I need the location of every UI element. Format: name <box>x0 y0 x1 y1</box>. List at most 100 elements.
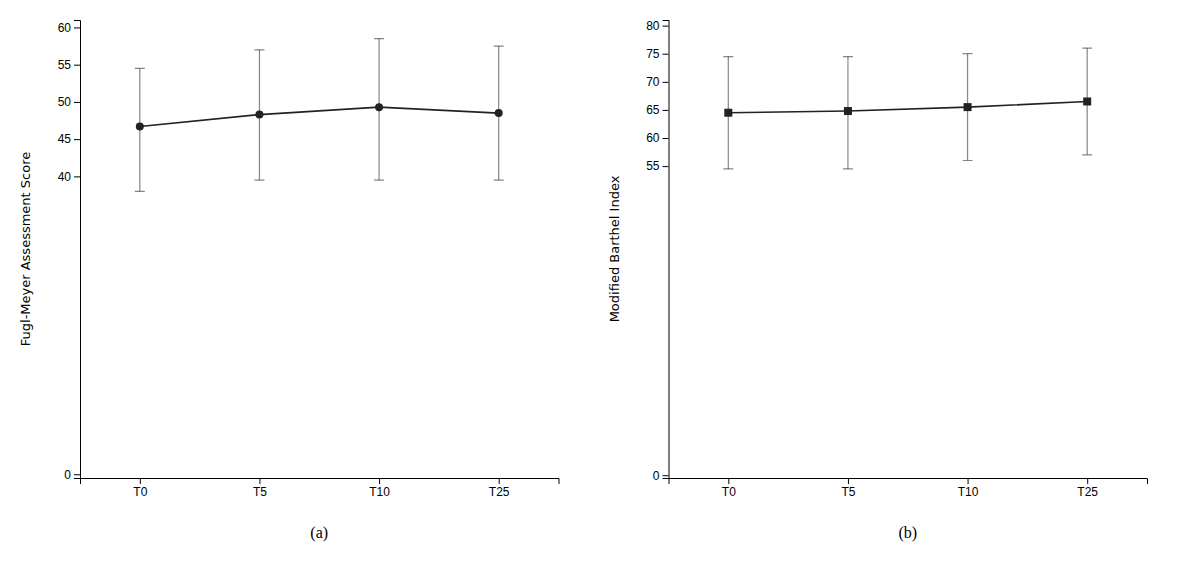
y-tick-mark <box>663 138 669 139</box>
error-bar <box>963 54 973 161</box>
x-tick-label: T10 <box>369 485 390 499</box>
error-bar-cap <box>963 160 973 161</box>
y-tick: 45 <box>58 132 80 146</box>
error-bar-cap <box>494 45 504 46</box>
x-tick-label: T25 <box>489 485 510 499</box>
marker <box>495 109 503 117</box>
y-axis-line <box>74 21 81 479</box>
marker <box>964 103 972 111</box>
error-bar <box>843 57 853 169</box>
x-tick-mark <box>728 478 729 484</box>
x-tick-mark <box>848 478 849 484</box>
y-tick: 50 <box>58 95 80 109</box>
error-bar-cap <box>963 53 973 54</box>
marker <box>724 109 732 117</box>
x-tick-mark <box>140 478 141 484</box>
x-tick: T25 <box>1077 478 1098 499</box>
y-axis: 0 40 45 50 55 60 <box>58 21 81 482</box>
y-tick: 70 <box>646 75 668 89</box>
y-axis-title: Fugl-Meyer Assessment Score <box>18 152 33 346</box>
error-bar-cap <box>135 191 145 192</box>
error-bar <box>254 50 264 180</box>
error-bar-cap <box>135 68 145 69</box>
series-line <box>728 101 1087 112</box>
x-axis-line <box>669 479 1148 485</box>
x-tick: T5 <box>253 478 267 499</box>
marker <box>375 103 383 111</box>
x-tick-label: T0 <box>722 485 736 499</box>
y-tick-mark <box>74 27 80 28</box>
marker <box>1083 97 1091 105</box>
y-axis-title: Modified Barthel Index <box>607 175 622 322</box>
error-bar-cap <box>843 168 853 169</box>
y-tick-mark <box>663 475 669 476</box>
y-tick: 0 <box>653 469 669 483</box>
marker <box>255 111 263 119</box>
x-tick-label: T25 <box>1077 485 1098 499</box>
y-tick: 80 <box>646 19 668 33</box>
error-bar-cap <box>1082 154 1092 155</box>
y-tick-label: 0 <box>64 468 71 482</box>
y-tick: 65 <box>646 103 668 117</box>
error-bar-cap <box>843 56 853 57</box>
x-tick-label: T0 <box>133 485 147 499</box>
y-tick-label: 45 <box>58 132 72 146</box>
x-tick-mark <box>499 478 500 484</box>
series-line <box>140 107 499 126</box>
x-tick: T25 <box>489 478 510 499</box>
x-tick: T0 <box>722 478 736 499</box>
marker <box>136 122 144 130</box>
y-tick-label: 40 <box>58 170 72 184</box>
error-bar-cap <box>494 180 504 181</box>
y-tick-mark <box>74 102 80 103</box>
error-bar-cap <box>254 180 264 181</box>
x-tick-mark <box>259 478 260 484</box>
x-tick: T10 <box>369 478 390 499</box>
error-bar <box>723 57 733 169</box>
panel-label: (a) <box>310 524 328 542</box>
x-axis-line <box>81 479 560 485</box>
x-tick-label: T5 <box>841 485 855 499</box>
y-tick-label: 60 <box>58 21 72 35</box>
x-tick: T0 <box>133 478 147 499</box>
y-tick-label: 65 <box>646 103 660 117</box>
y-axis-line <box>663 21 670 479</box>
y-tick: 0 <box>64 468 80 482</box>
y-tick-mark <box>663 82 669 83</box>
y-tick: 60 <box>646 131 668 145</box>
x-tick: T10 <box>958 478 979 499</box>
plot-area <box>135 39 504 192</box>
y-tick-label: 50 <box>58 95 72 109</box>
y-tick: 55 <box>646 159 668 173</box>
y-tick-mark <box>74 176 80 177</box>
x-axis: T0 T5 T10 T25 <box>669 478 1148 499</box>
x-tick-mark <box>1087 478 1088 484</box>
x-tick-mark <box>968 478 969 484</box>
x-tick-label: T10 <box>958 485 979 499</box>
error-bar <box>1082 48 1092 155</box>
y-tick-mark <box>663 54 669 55</box>
y-tick: 55 <box>58 58 80 72</box>
error-bar-cap <box>374 38 384 39</box>
y-tick-label: 0 <box>653 469 660 483</box>
y-tick-mark <box>663 166 669 167</box>
error-bar-cap <box>723 56 733 57</box>
y-tick: 60 <box>58 21 80 35</box>
y-axis: 0 55 60 65 70 75 80 <box>646 19 669 483</box>
panel-label: (b) <box>898 524 917 542</box>
y-tick-mark <box>663 110 669 111</box>
error-bar-cap <box>374 180 384 181</box>
y-tick: 75 <box>646 47 668 61</box>
x-tick-mark <box>379 478 380 484</box>
y-tick: 40 <box>58 170 80 184</box>
y-tick-mark <box>74 65 80 66</box>
x-tick-label: T5 <box>253 485 267 499</box>
y-tick-mark <box>74 474 80 475</box>
error-bar <box>135 68 145 191</box>
y-tick-label: 75 <box>646 47 660 61</box>
panel: 0 55 60 65 70 75 80 T0 T5 T10 T25 Modified Barthel … <box>607 19 1148 542</box>
error-bar-cap <box>1082 47 1092 48</box>
marker <box>844 107 852 115</box>
y-tick-label: 55 <box>646 159 660 173</box>
panel: 0 40 45 50 55 60 T0 T5 T10 T25 Fugl-Meyer Assessme… <box>18 21 559 543</box>
